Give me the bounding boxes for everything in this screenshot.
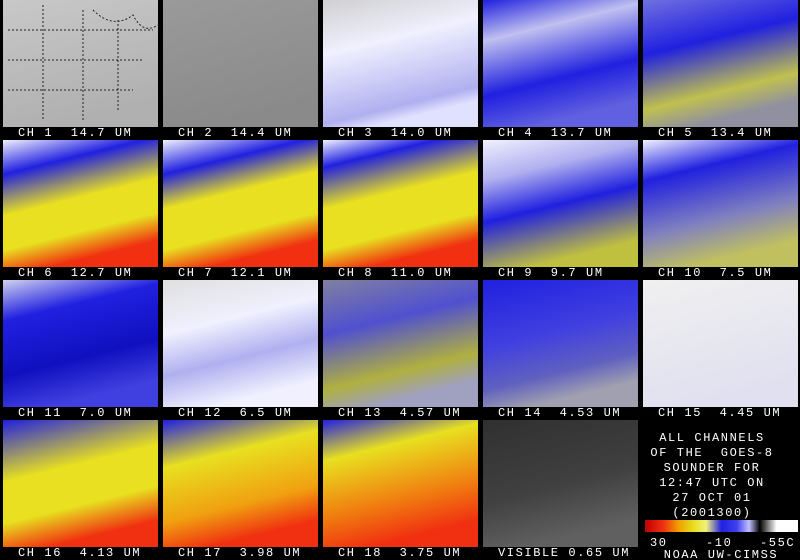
satellite-image bbox=[323, 140, 478, 267]
satellite-image bbox=[3, 280, 158, 407]
info-line: 12:47 UTC ON bbox=[659, 476, 765, 490]
satellite-image bbox=[323, 420, 478, 547]
channel-label: CH 13 4.57 UM bbox=[338, 406, 461, 420]
color-bar-label: -55C bbox=[760, 536, 795, 550]
channel-label: CH 12 6.5 UM bbox=[178, 406, 292, 420]
satellite-image bbox=[643, 140, 798, 267]
channel-label: CH 7 12.1 UM bbox=[178, 266, 292, 280]
channel-label: CH 2 14.4 UM bbox=[178, 126, 292, 140]
channel-label: CH 9 9.7 UM bbox=[498, 266, 604, 280]
info-line: ALL CHANNELS bbox=[659, 431, 765, 445]
channel-label: CH 17 3.98 UM bbox=[178, 546, 301, 560]
color-bar-label: -10 bbox=[706, 536, 732, 550]
color-bar bbox=[645, 520, 798, 532]
satellite-image bbox=[483, 420, 638, 547]
info-line: SOUNDER FOR bbox=[664, 461, 761, 475]
channel-label: CH 18 3.75 UM bbox=[338, 546, 461, 560]
color-bar-label: 30 bbox=[650, 536, 668, 550]
satellite-image bbox=[483, 140, 638, 267]
satellite-image bbox=[3, 0, 158, 127]
channel-label: CH 15 4.45 UM bbox=[658, 406, 781, 420]
channel-label: CH 14 4.53 UM bbox=[498, 406, 621, 420]
channel-label: CH 3 14.0 UM bbox=[338, 126, 452, 140]
channel-label: CH 4 13.7 UM bbox=[498, 126, 612, 140]
credit: NOAA UW-CIMSS bbox=[664, 548, 778, 560]
channel-label: CH 8 11.0 UM bbox=[338, 266, 452, 280]
channel-label: CH 1 14.7 UM bbox=[18, 126, 132, 140]
channel-label: CH 10 7.5 UM bbox=[658, 266, 772, 280]
channel-label: VISIBLE 0.65 UM bbox=[498, 546, 630, 560]
info-line: (2001300) bbox=[672, 506, 751, 520]
satellite-image bbox=[163, 280, 318, 407]
satellite-image bbox=[483, 280, 638, 407]
satellite-image bbox=[163, 0, 318, 127]
map-borders bbox=[8, 5, 159, 120]
satellite-image bbox=[643, 0, 798, 127]
satellite-image bbox=[643, 280, 798, 407]
satellite-image bbox=[3, 140, 158, 267]
satellite-image bbox=[483, 0, 638, 127]
channel-label: CH 11 7.0 UM bbox=[18, 406, 132, 420]
satellite-image bbox=[323, 280, 478, 407]
info-line: 27 OCT 01 bbox=[672, 491, 751, 505]
channel-label: CH 16 4.13 UM bbox=[18, 546, 141, 560]
channel-label: CH 6 12.7 UM bbox=[18, 266, 132, 280]
info-line: OF THE GOES-8 bbox=[650, 446, 773, 460]
satellite-image bbox=[163, 420, 318, 547]
satellite-image bbox=[163, 140, 318, 267]
satellite-image bbox=[323, 0, 478, 127]
satellite-image bbox=[3, 420, 158, 547]
channel-label: CH 5 13.4 UM bbox=[658, 126, 772, 140]
